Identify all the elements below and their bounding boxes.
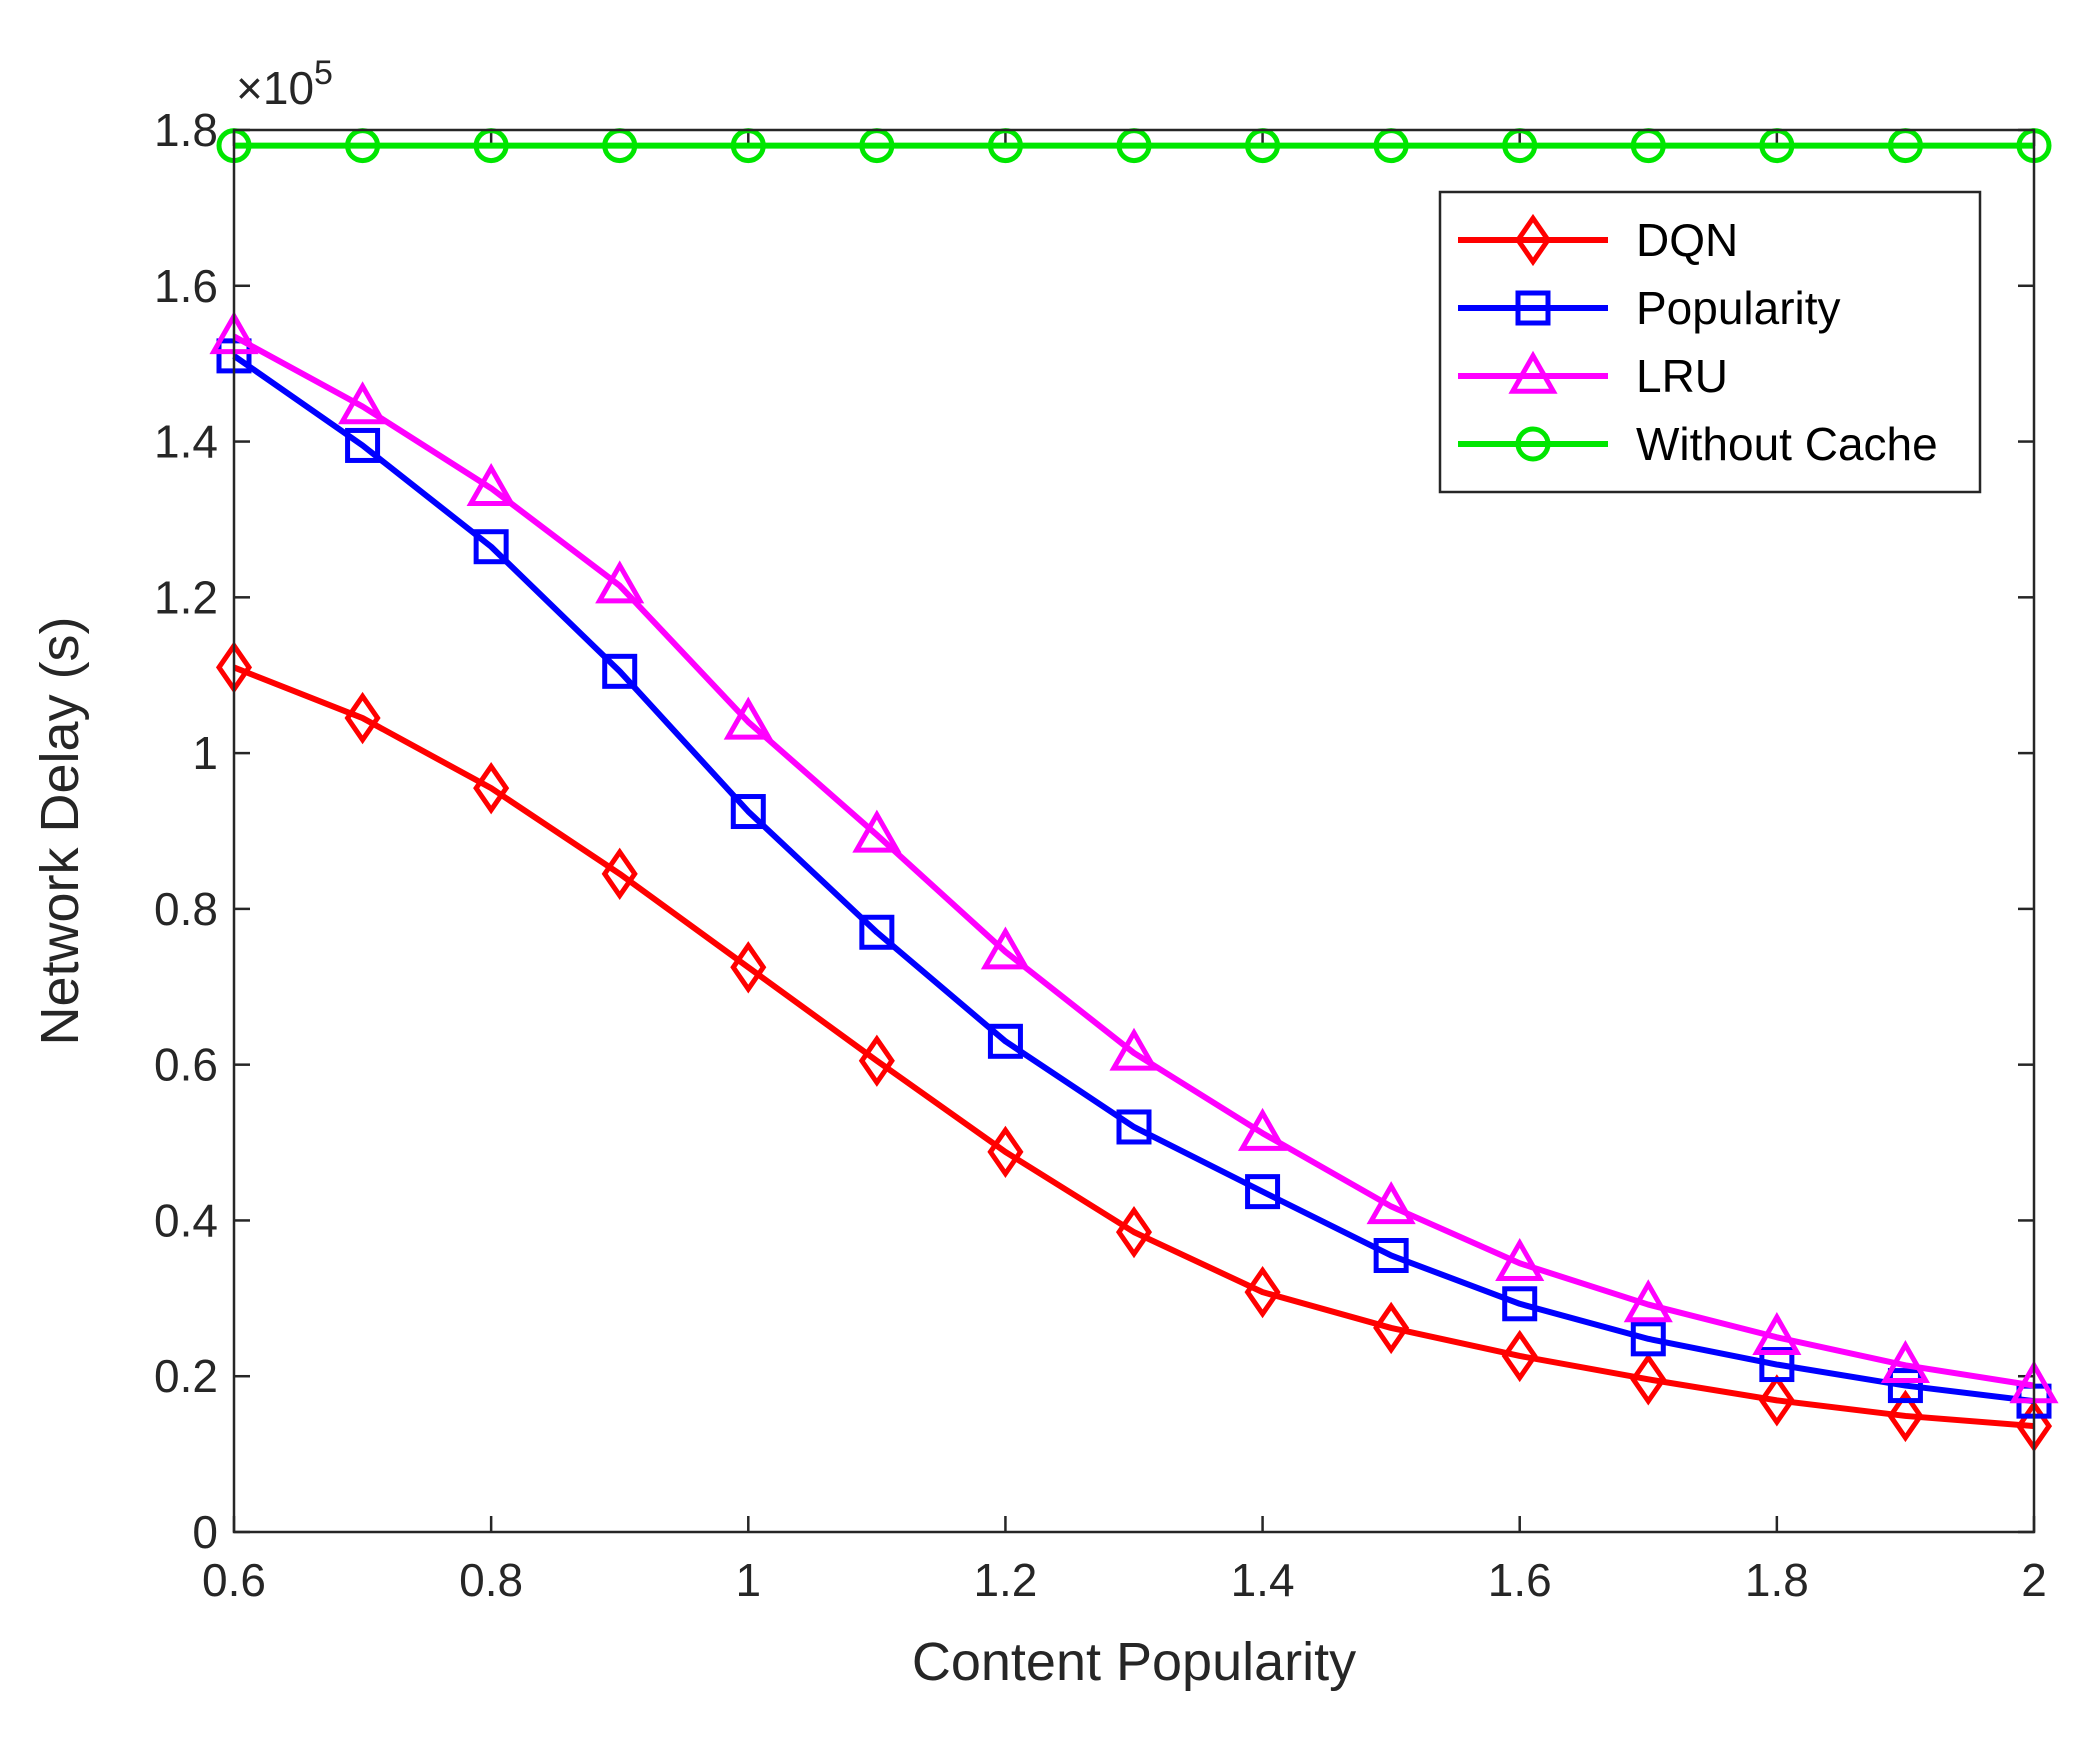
data-point-lru — [1366, 1181, 1416, 1225]
data-point-popularity — [1630, 1321, 1666, 1357]
data-point-popularity — [602, 653, 638, 689]
series-lru — [209, 311, 2059, 1404]
data-point-lru — [1623, 1279, 1673, 1323]
y-axis-exponent-base: ×10 — [236, 62, 314, 114]
data-point-popularity — [1116, 1109, 1152, 1145]
data-point-dqn — [1630, 1353, 1667, 1406]
legend-label-without-cache: Without Cache — [1636, 418, 1938, 470]
data-point-popularity — [1887, 1368, 1923, 1404]
axis-labels: Content Popularity Network Delay (s) ×10… — [30, 54, 1356, 1692]
data-point-dqn — [344, 691, 381, 745]
data-point-dqn — [1373, 1301, 1410, 1355]
data-point-popularity — [1502, 1286, 1538, 1322]
y-tick-label: 0.2 — [154, 1350, 218, 1402]
data-point-dqn — [1244, 1265, 1281, 1319]
legend-label-popularity: Popularity — [1636, 282, 1841, 334]
data-point-dqn — [858, 1034, 895, 1087]
data-point-popularity — [1245, 1174, 1281, 1210]
series-line-dqn — [232, 664, 2035, 1430]
legend: DQN Popularity LRU Without Cache — [1438, 190, 1982, 494]
data-point-dqn — [1887, 1389, 1924, 1443]
legend-label-dqn: DQN — [1636, 214, 1738, 266]
y-axis-label: Network Delay (s) — [30, 616, 90, 1045]
data-point-popularity — [987, 1023, 1023, 1059]
x-tick-label: 1 — [735, 1554, 761, 1606]
legend-label-lru: LRU — [1636, 350, 1728, 402]
data-point-dqn — [987, 1125, 1024, 1179]
data-point-dqn — [473, 762, 510, 815]
data-point-lru — [1752, 1311, 1802, 1355]
y-tick-label: 1 — [192, 727, 218, 779]
data-point-dqn — [1501, 1329, 1538, 1383]
x-tick-label: 1.2 — [973, 1554, 1037, 1606]
y-tick-label: 0.4 — [154, 1194, 218, 1246]
x-axis-label: Content Popularity — [912, 1632, 1356, 1692]
series-dqn — [215, 641, 2053, 1453]
x-tick-label: 1.8 — [1745, 1554, 1809, 1606]
series-line-popularity — [232, 353, 2035, 1405]
data-point-lru — [338, 381, 388, 425]
data-point-lru — [1238, 1107, 1288, 1151]
data-point-lru — [595, 560, 645, 604]
data-point-popularity — [1373, 1237, 1409, 1273]
data-point-popularity — [473, 529, 509, 565]
data-point-popularity — [1759, 1347, 1795, 1383]
x-tick-label: 1.6 — [1488, 1554, 1552, 1606]
y-tick-label: 1.8 — [154, 104, 218, 156]
y-tick-label: 1.6 — [154, 260, 218, 312]
data-point-popularity — [730, 794, 766, 830]
y-tick-label: 1.4 — [154, 416, 218, 468]
data-point-dqn — [1758, 1374, 1795, 1427]
x-tick-label: 1.4 — [1231, 1554, 1295, 1606]
y-tick-label: 0.8 — [154, 883, 218, 935]
legend-marker-dqn — [1514, 213, 1552, 267]
series-layer — [209, 128, 2059, 1453]
data-point-popularity — [345, 427, 381, 463]
x-tick-label: 0.6 — [202, 1554, 266, 1606]
y-tick-label: 1.2 — [154, 571, 218, 623]
y-axis-exponent-power: 5 — [314, 54, 333, 92]
data-point-lru — [466, 462, 516, 506]
data-point-lru — [1109, 1027, 1159, 1071]
plot-frame — [232, 128, 2036, 1534]
data-point-lru — [723, 696, 773, 740]
legend-marker-popularity — [1515, 290, 1551, 326]
x-tick-label: 2 — [2021, 1554, 2047, 1606]
data-point-lru — [1880, 1340, 1930, 1384]
x-tick-label: 0.8 — [459, 1554, 523, 1606]
data-point-dqn — [730, 941, 767, 994]
axes: 0.6 0.8 1 1.2 1.4 1.6 1.8 2 0 0.2 0.4 0.6 0.8 1 1.2 1.4… — [154, 104, 2047, 1606]
legend-marker-lru — [1508, 350, 1558, 394]
y-tick-label: 0.6 — [154, 1039, 218, 1091]
data-point-lru — [1495, 1237, 1545, 1281]
axes-box — [232, 128, 2036, 1534]
y-tick-label: 0 — [192, 1506, 218, 1558]
series-line-lru — [232, 333, 2035, 1389]
data-point-popularity — [859, 914, 895, 950]
y-axis-exponent: ×105 — [236, 54, 333, 114]
data-point-lru — [852, 809, 902, 853]
data-point-dqn — [601, 847, 638, 900]
data-point-lru — [980, 926, 1030, 970]
legend-marker-without-cache — [1515, 426, 1551, 462]
data-point-dqn — [1115, 1205, 1153, 1259]
